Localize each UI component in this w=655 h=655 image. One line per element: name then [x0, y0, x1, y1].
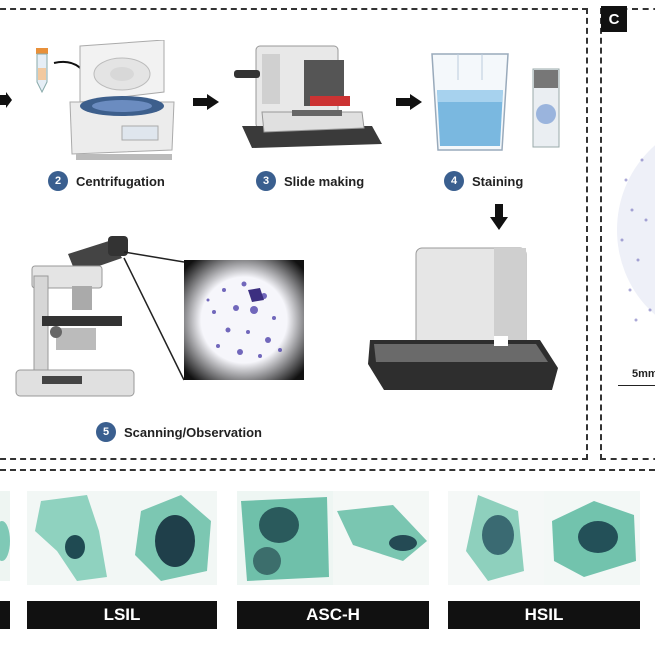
cell-image-asch-1 [237, 491, 333, 585]
panel-c-letter: C [601, 6, 627, 32]
category-bar-partial [0, 601, 10, 629]
step-label-text: Scanning/Observation [124, 424, 262, 440]
category-bar-lsil: LSIL [27, 601, 217, 629]
cell-image-lsil-2 [121, 491, 217, 585]
step-label-text: Staining [472, 173, 524, 189]
arrow-down-icon [490, 204, 508, 230]
staining-jar-illustration [431, 53, 509, 151]
bottom-separator [0, 469, 655, 471]
panel-c [600, 8, 655, 460]
step-staining: 4 Staining [444, 171, 523, 191]
zoom-lines [123, 251, 185, 381]
cell-image-hsil-2 [544, 491, 640, 585]
workflow-panel [0, 8, 588, 460]
centrifuge-illustration [69, 40, 175, 160]
cytology-micrograph [184, 260, 304, 380]
whole-slide-image [617, 145, 655, 322]
category-bar-hsil: HSIL [448, 601, 640, 629]
slide-scanner-illustration [368, 247, 558, 390]
step-scanning-observation: 5 Scanning/Observation [96, 422, 262, 442]
glass-slide-illustration [532, 68, 560, 148]
step-label-text: Slide making [284, 173, 365, 189]
step-label-text: Centrifugation [76, 173, 165, 189]
step-number-badge: 3 [256, 171, 276, 191]
step-centrifugation: 2 Centrifugation [48, 171, 165, 191]
microtome-illustration [234, 45, 382, 148]
step-slide-making: 3 Slide making [256, 171, 364, 191]
arrow-right-icon [0, 92, 12, 108]
sample-tube-icon [36, 48, 48, 94]
step-number-badge: 4 [444, 171, 464, 191]
scale-bar-label: 5mm [632, 368, 655, 380]
cell-image-asch-2 [333, 491, 429, 585]
cell-image-partial [0, 491, 10, 581]
cell-image-hsil-1 [448, 491, 544, 585]
step-number-badge: 2 [48, 171, 68, 191]
step-number-badge: 5 [96, 422, 116, 442]
scale-bar [618, 385, 655, 386]
arrow-right-icon [396, 94, 422, 110]
category-bar-asch: ASC-H [237, 601, 429, 629]
cell-image-lsil-1 [27, 491, 121, 585]
microscope-illustration [15, 236, 135, 397]
arrow-right-icon [193, 94, 219, 110]
